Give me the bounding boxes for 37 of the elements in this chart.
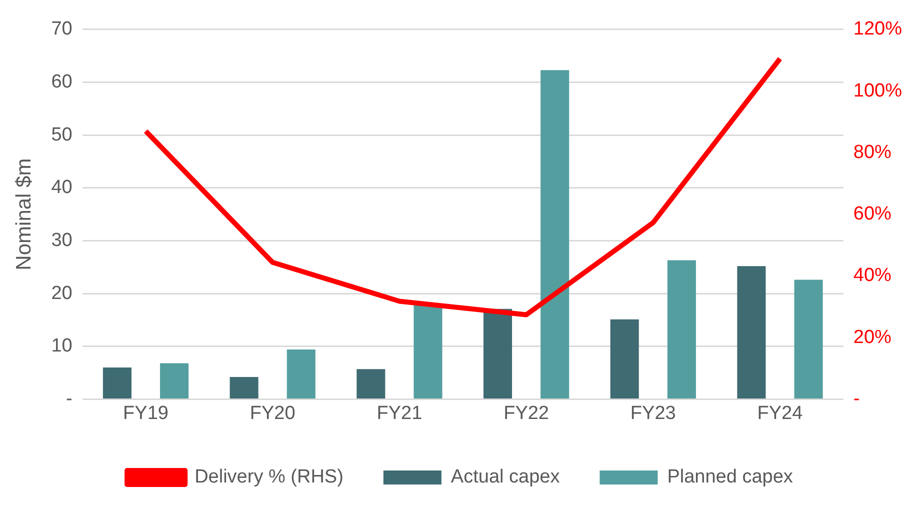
y2-tick-label: 100% <box>853 80 902 102</box>
bar <box>540 70 570 398</box>
bar <box>356 369 386 398</box>
y-axis-title: Nominal $m <box>12 158 36 270</box>
y2-tick-label: 60% <box>853 204 892 225</box>
x-tick-label: FY19 <box>123 402 168 424</box>
y-tick-label: 30 <box>51 230 72 251</box>
y-tick-label: 60 <box>51 71 72 92</box>
bar <box>102 368 132 398</box>
y2-tick-label: 120% <box>853 18 902 40</box>
bar <box>610 319 639 398</box>
bar <box>794 280 823 398</box>
x-tick-label: FY24 <box>757 402 804 424</box>
y-tick-label: 20 <box>51 282 72 304</box>
y2-tick-label: 20% <box>853 326 892 348</box>
y2-tick-label: 80% <box>853 142 892 163</box>
legend-label: Delivery % (RHS) <box>194 466 344 488</box>
x-tick-label: FY22 <box>504 402 550 424</box>
y2-tick-label: 40% <box>853 265 892 286</box>
bar <box>230 377 258 398</box>
bar <box>483 308 512 398</box>
legend-label: Actual capex <box>450 466 560 488</box>
y-tick-label: 50 <box>51 124 72 146</box>
bar <box>414 304 442 398</box>
y-tick-label: 70 <box>51 18 72 40</box>
legend-label: Planned capex <box>667 466 794 488</box>
y-tick-label: 10 <box>51 336 72 357</box>
bar <box>667 260 696 398</box>
x-tick-label: FY21 <box>376 402 422 424</box>
y-tick-label: 40 <box>51 177 72 198</box>
bar <box>160 363 189 398</box>
y2-tick-label: - <box>853 388 860 410</box>
x-tick-label: FY20 <box>250 402 296 424</box>
bar <box>286 350 316 398</box>
bar <box>737 266 766 398</box>
y-tick-label: - <box>66 388 72 410</box>
x-tick-label: FY23 <box>630 402 676 424</box>
